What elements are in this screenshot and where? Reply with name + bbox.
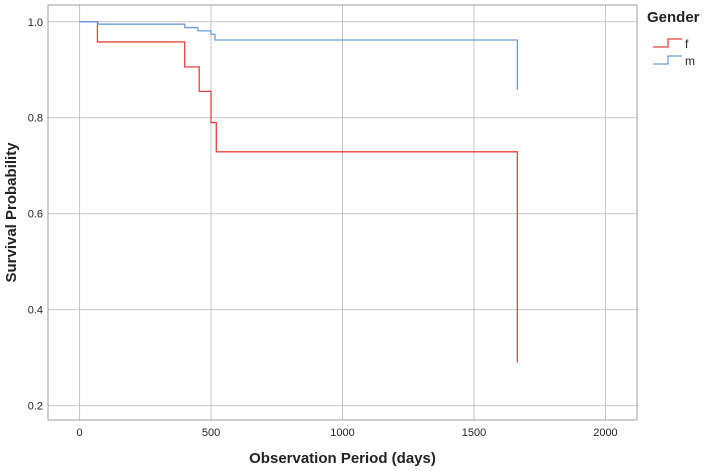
tick-labels: 0 500 1000 1500 2000 0.2 0.4 0.6 0.8 1.0 xyxy=(28,17,618,439)
plot-frame xyxy=(47,4,638,421)
y-tick-label: 0.8 xyxy=(28,113,43,125)
x-axis-title: Observation Period (days) xyxy=(249,450,436,467)
x-tick-label: 2000 xyxy=(593,427,617,439)
series-line-m xyxy=(79,21,519,90)
y-axis-title: Survival Probability xyxy=(3,142,20,283)
x-tick-label: 0 xyxy=(76,427,82,439)
x-tick-label: 1500 xyxy=(462,427,486,439)
legend-swatch-m xyxy=(653,55,682,65)
y-tick-label: 0.2 xyxy=(28,401,43,413)
series-layer xyxy=(79,21,519,363)
grid-lines xyxy=(48,5,637,420)
legend-label-m: m xyxy=(685,54,695,68)
series-line-f xyxy=(79,21,519,363)
y-tick-label: 0.4 xyxy=(28,305,43,317)
legend: Gender fm xyxy=(647,9,700,68)
legend-swatch-f xyxy=(653,38,682,48)
legend-title: Gender xyxy=(647,9,700,26)
x-tick-label: 500 xyxy=(202,427,220,439)
y-tick-label: 0.6 xyxy=(28,209,43,221)
y-tick-label: 1.0 xyxy=(28,17,43,29)
legend-label-f: f xyxy=(685,37,689,51)
x-tick-label: 1000 xyxy=(330,427,354,439)
